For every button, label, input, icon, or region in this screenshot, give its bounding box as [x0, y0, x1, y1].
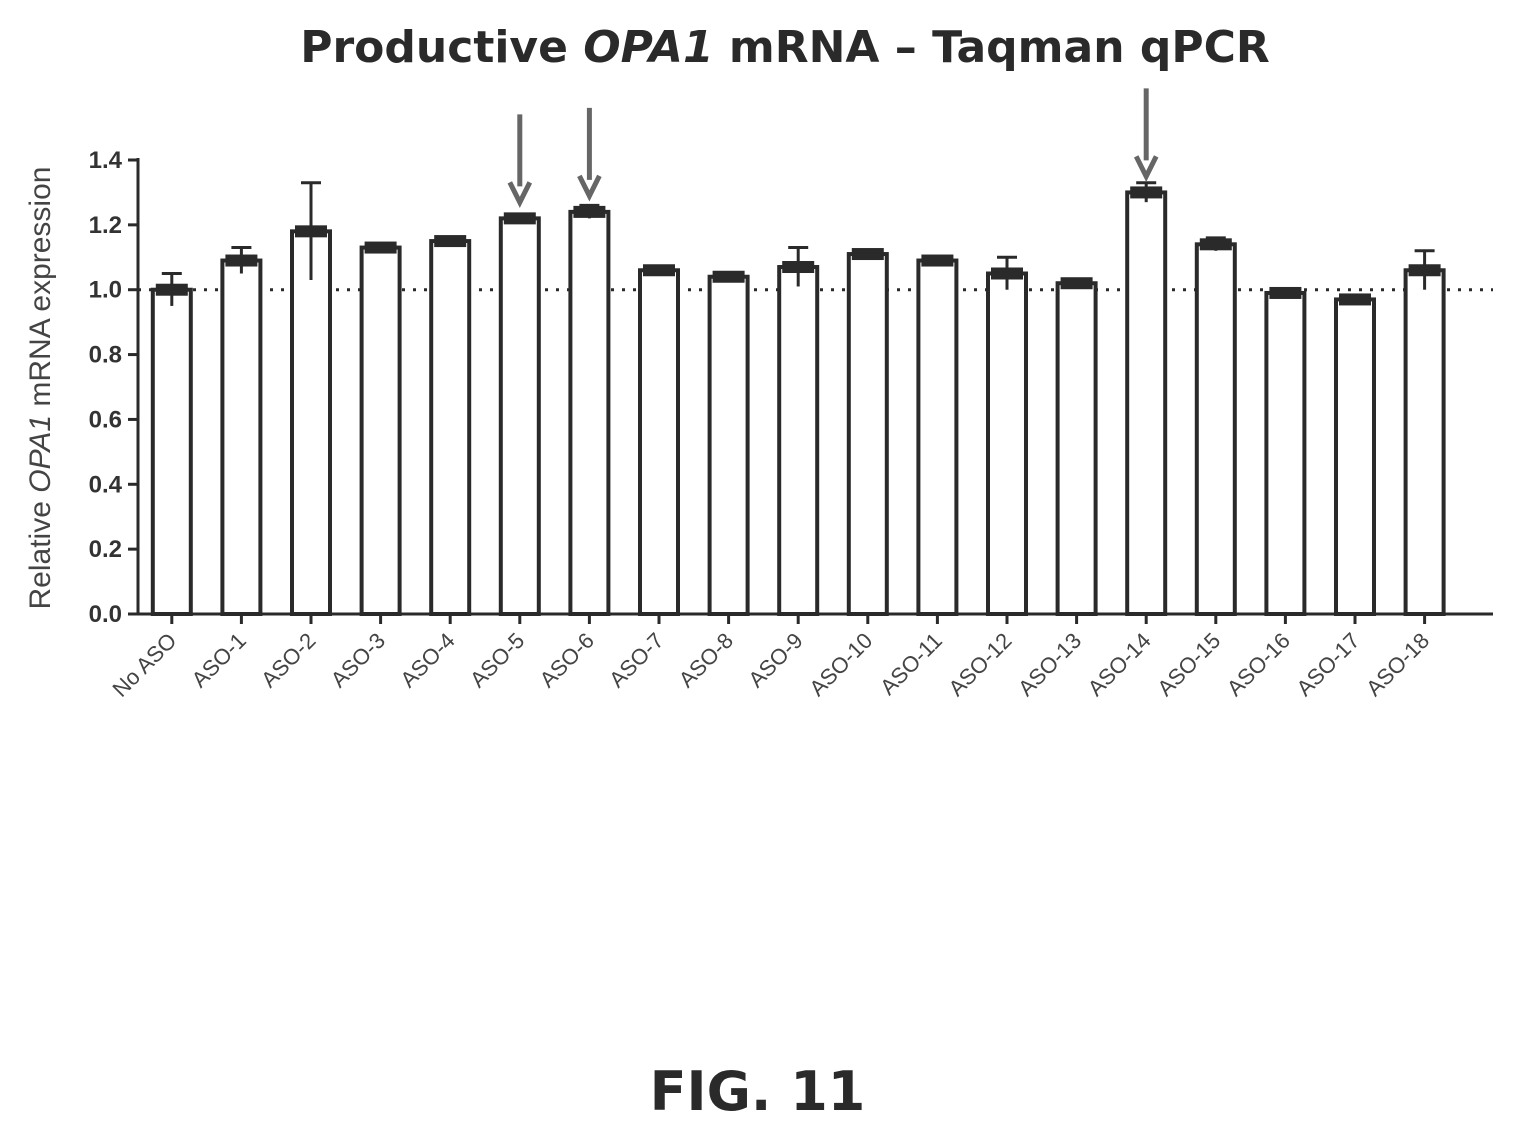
markers-ASO-17 — [1339, 293, 1371, 306]
bar-ASO-15 — [1194, 242, 1237, 616]
bar-ASO-3 — [359, 245, 402, 617]
markers-ASO-11 — [921, 254, 954, 267]
arrow-head-ASO-14 — [1133, 155, 1159, 183]
bar-ASO-12 — [986, 271, 1028, 616]
y-axis-label-part-2: mRNA expression — [24, 167, 57, 415]
x-tick-label-ASO-1: ASO-1 — [187, 628, 251, 692]
x-tick-label-ASO-10: ASO-10 — [804, 628, 877, 701]
markers-ASO-4 — [434, 235, 467, 248]
bar-ASO-14 — [1125, 190, 1168, 617]
markers-ASO-15 — [1199, 238, 1232, 251]
bar-ASO-16 — [1264, 290, 1307, 616]
arrow-head-ASO-5 — [507, 181, 533, 208]
markers-ASO-1 — [225, 254, 258, 267]
x-tick-label-ASO-2: ASO-2 — [256, 628, 320, 692]
markers-No ASO — [155, 283, 188, 296]
x-tick-label-ASO-11: ASO-11 — [875, 628, 947, 700]
plot-area: 0.0 0.2 0.4 0.6 0.8 1.0 1.2 1.4 No ASO ASO-1 ASO-2… — [89, 88, 1493, 702]
markers-ASO-18 — [1408, 264, 1441, 277]
bar-ASO-13 — [1055, 281, 1098, 616]
markers-ASO-2 — [295, 225, 327, 238]
bar-ASO-10 — [846, 252, 889, 617]
markers-ASO-9 — [782, 261, 815, 274]
x-tick-label-ASO-4: ASO-4 — [395, 628, 459, 692]
bar-ASO-5 — [498, 216, 541, 616]
x-tick-label-ASO-7: ASO-7 — [604, 628, 668, 692]
markers-ASO-14 — [1130, 186, 1163, 199]
chart-title-part-1: Productive — [300, 22, 583, 73]
bar-ASO-8 — [707, 274, 750, 616]
x-tick-label-ASO-17: ASO-17 — [1292, 628, 1365, 701]
markers-ASO-10 — [851, 248, 884, 261]
y-axis-label-part-1: Relative — [24, 493, 57, 610]
bar-chart: Productive OPA1 mRNA – Taqman qPCR Relat… — [24, 22, 1493, 702]
x-tick-label-ASO-18: ASO-18 — [1361, 628, 1434, 701]
y-tick-label-1: 0.2 — [89, 536, 122, 563]
x-tick-label-ASO-14: ASO-14 — [1083, 628, 1156, 701]
x-tick-label-No ASO: No ASO — [107, 628, 181, 702]
markers-ASO-13 — [1060, 277, 1093, 290]
y-tick-label-4: 0.8 — [89, 342, 122, 369]
chart-title: Productive OPA1 mRNA – Taqman qPCR — [300, 22, 1270, 73]
bar-ASO-9 — [777, 265, 820, 616]
bar-ASO-2 — [290, 229, 332, 616]
bar-ASO-6 — [568, 209, 611, 616]
markers-ASO-3 — [364, 241, 397, 254]
x-tick-label-ASO-5: ASO-5 — [465, 628, 529, 692]
figure-label: FIG. 11 — [649, 1060, 866, 1123]
x-tick-label-ASO-16: ASO-16 — [1222, 628, 1295, 701]
markers-ASO-5 — [503, 212, 536, 225]
bar-ASO-1 — [220, 258, 263, 616]
markers-ASO-12 — [991, 267, 1023, 280]
chart-title-gene: OPA1 — [583, 22, 713, 73]
bar-ASO-4 — [429, 239, 472, 616]
markers-ASO-7 — [643, 264, 675, 277]
markers-ASO-6 — [573, 205, 606, 218]
x-tick-label-ASO-15: ASO-15 — [1152, 628, 1225, 701]
x-tick-label-ASO-13: ASO-13 — [1013, 628, 1086, 701]
y-tick-label-3: 0.6 — [89, 406, 122, 433]
y-tick-label-2: 0.4 — [89, 471, 123, 498]
y-tick-label-6: 1.2 — [89, 212, 122, 239]
x-tick-label-ASO-9: ASO-9 — [743, 628, 807, 692]
x-tick-label-ASO-6: ASO-6 — [535, 628, 599, 692]
bar-No ASO — [150, 287, 193, 616]
markers-ASO-8 — [712, 270, 745, 283]
bar-ASO-7 — [638, 268, 680, 616]
arrow-head-ASO-6 — [577, 174, 602, 202]
chart-title-part-2: mRNA – Taqman qPCR — [714, 22, 1270, 73]
bar-ASO-18 — [1403, 268, 1446, 616]
y-axis-label-gene: OPA1 — [24, 415, 57, 493]
y-tick-label-0: 0.0 — [89, 601, 122, 628]
bar-ASO-11 — [916, 258, 959, 616]
y-tick-label-7: 1.4 — [89, 147, 123, 174]
x-tick-label-ASO-8: ASO-8 — [674, 628, 738, 692]
x-tick-label-ASO-3: ASO-3 — [326, 628, 390, 692]
x-tick-label-ASO-12: ASO-12 — [944, 628, 1017, 701]
y-tick-label-5: 1.0 — [89, 277, 122, 304]
y-axis-label: Relative OPA1 mRNA expression — [24, 167, 57, 610]
markers-ASO-16 — [1269, 286, 1302, 299]
bar-ASO-17 — [1334, 297, 1376, 616]
